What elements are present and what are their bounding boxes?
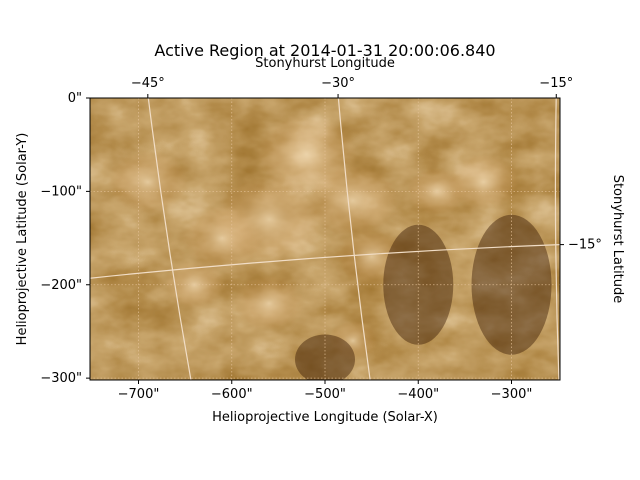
axes: −700" −600" −500" −400" −300" 0" −100" −200" −30… — [40, 76, 602, 402]
y-tick-label: −200" — [40, 278, 82, 293]
bright-patch — [107, 150, 188, 215]
stonyhurst-latitude-line — [90, 244, 560, 279]
x-tick-label: −500" — [304, 387, 346, 402]
y-tick-label: 0" — [68, 91, 82, 106]
stonyhurst-longitude-line — [337, 98, 371, 380]
x-tick-label: −300" — [491, 387, 533, 402]
right-axis-label: Stonyhurst Latitude — [610, 175, 625, 304]
top-tick-label: −30° — [321, 76, 355, 91]
bright-patch — [448, 154, 519, 211]
bright-patch — [234, 275, 305, 332]
grid-lines — [90, 98, 560, 380]
top-axis-label: Stonyhurst Longitude — [255, 56, 395, 71]
bright-patch — [327, 320, 378, 361]
bright-patch — [164, 260, 225, 309]
y-axis-label: Helioprojective Latitude (Solar-Y) — [15, 133, 30, 346]
top-tick-label: −15° — [539, 76, 573, 91]
bright-patch — [214, 175, 325, 264]
x-axis-label: Helioprojective Longitude (Solar-X) — [212, 410, 438, 425]
x-tick-label: −400" — [397, 387, 439, 402]
y-tick-label: −300" — [40, 371, 82, 386]
stonyhurst-longitude-line — [554, 98, 560, 380]
chart-title: Active Region at 2014-01-31 20:00:06.840 — [154, 41, 495, 60]
bright-patch — [336, 228, 407, 285]
stonyhurst-grid — [90, 98, 560, 380]
dark-patch — [295, 334, 355, 380]
y-tick-label: −100" — [40, 184, 82, 199]
top-tick-label: −45° — [131, 76, 165, 91]
plot-area — [89, 97, 561, 381]
bright-patch — [256, 114, 357, 195]
x-tick-label: −600" — [211, 387, 253, 402]
stonyhurst-longitude-line — [147, 98, 192, 380]
right-tick-label: −15° — [568, 238, 602, 253]
x-tick-label: −700" — [118, 387, 160, 402]
